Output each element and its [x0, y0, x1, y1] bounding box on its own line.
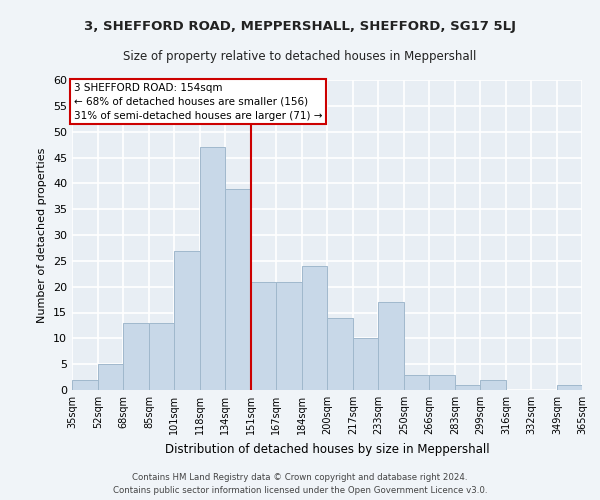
Bar: [353, 338, 378, 390]
Bar: [225, 188, 251, 390]
Bar: [455, 385, 480, 390]
Text: Contains HM Land Registry data © Crown copyright and database right 2024.
Contai: Contains HM Land Registry data © Crown c…: [113, 474, 487, 495]
Bar: [480, 380, 506, 390]
Bar: [276, 282, 302, 390]
Bar: [98, 364, 123, 390]
Bar: [200, 147, 225, 390]
Y-axis label: Number of detached properties: Number of detached properties: [37, 148, 47, 322]
Text: 3 SHEFFORD ROAD: 154sqm
← 68% of detached houses are smaller (156)
31% of semi-d: 3 SHEFFORD ROAD: 154sqm ← 68% of detache…: [74, 82, 322, 120]
Bar: [251, 282, 276, 390]
Bar: [174, 250, 200, 390]
Bar: [557, 385, 582, 390]
Bar: [327, 318, 353, 390]
Bar: [123, 323, 149, 390]
Text: 3, SHEFFORD ROAD, MEPPERSHALL, SHEFFORD, SG17 5LJ: 3, SHEFFORD ROAD, MEPPERSHALL, SHEFFORD,…: [84, 20, 516, 33]
Bar: [302, 266, 327, 390]
X-axis label: Distribution of detached houses by size in Meppershall: Distribution of detached houses by size …: [164, 442, 490, 456]
Bar: [429, 374, 455, 390]
Bar: [149, 323, 174, 390]
Bar: [378, 302, 404, 390]
Bar: [72, 380, 98, 390]
Text: Size of property relative to detached houses in Meppershall: Size of property relative to detached ho…: [124, 50, 476, 63]
Bar: [404, 374, 429, 390]
